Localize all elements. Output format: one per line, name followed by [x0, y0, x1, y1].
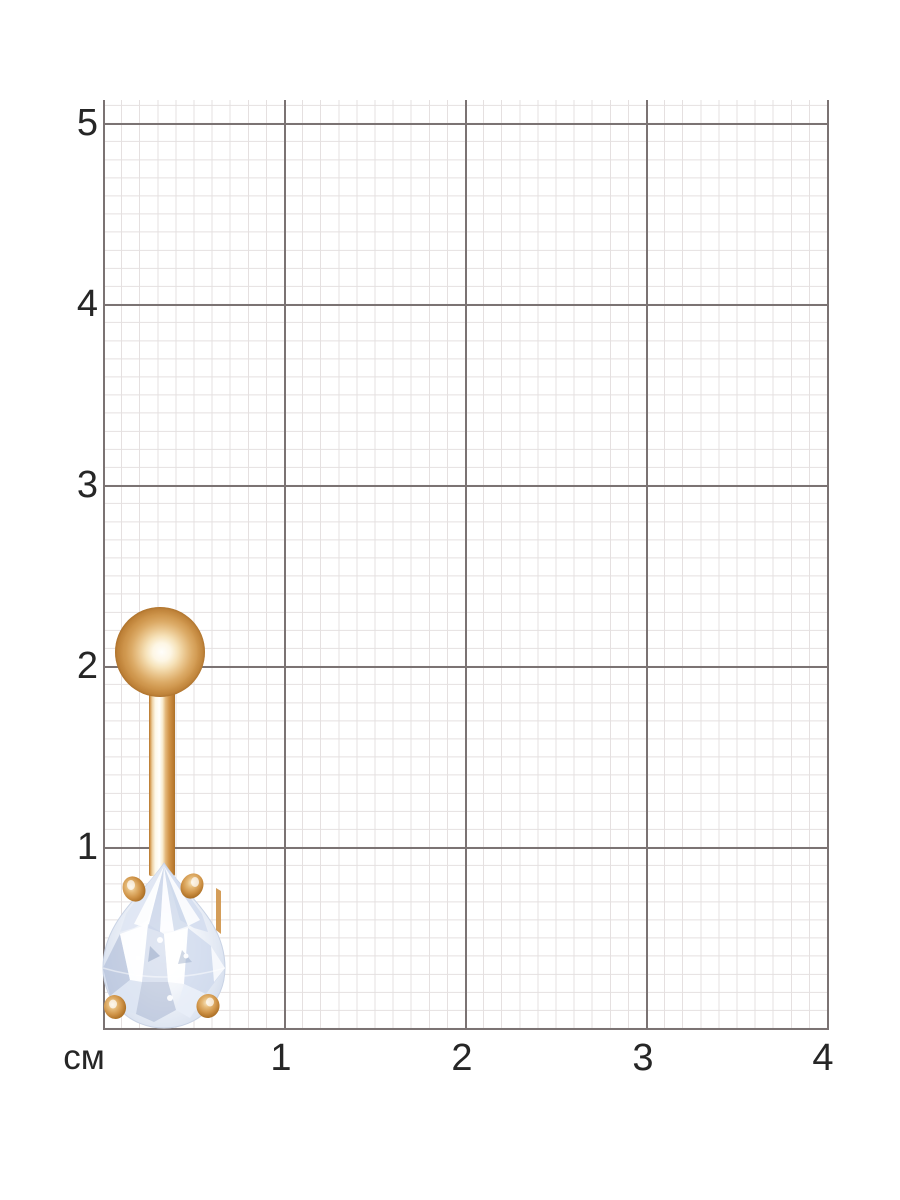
y-axis-label: 5: [76, 102, 98, 144]
measurement-grid: [103, 100, 829, 1030]
x-axis-label: 2: [451, 1037, 473, 1079]
y-axis-label: 4: [76, 283, 98, 325]
x-axis-label: 3: [632, 1037, 654, 1079]
pear-stone: [102, 862, 226, 1029]
barbell-stem: [149, 686, 175, 876]
x-axis-label: 1: [270, 1037, 292, 1079]
y-axis-label: 3: [76, 464, 98, 506]
x-axis-label: 4: [812, 1037, 834, 1079]
prong: [196, 994, 220, 1018]
unit-label: см: [63, 1038, 105, 1077]
prong: [103, 995, 127, 1019]
barbell-ball: [115, 607, 205, 697]
y-axis-label: 1: [76, 826, 98, 868]
y-axis-label: 2: [76, 645, 98, 687]
jewelry-photo: [102, 607, 226, 1029]
prong: [122, 876, 146, 902]
prong: [180, 873, 204, 899]
